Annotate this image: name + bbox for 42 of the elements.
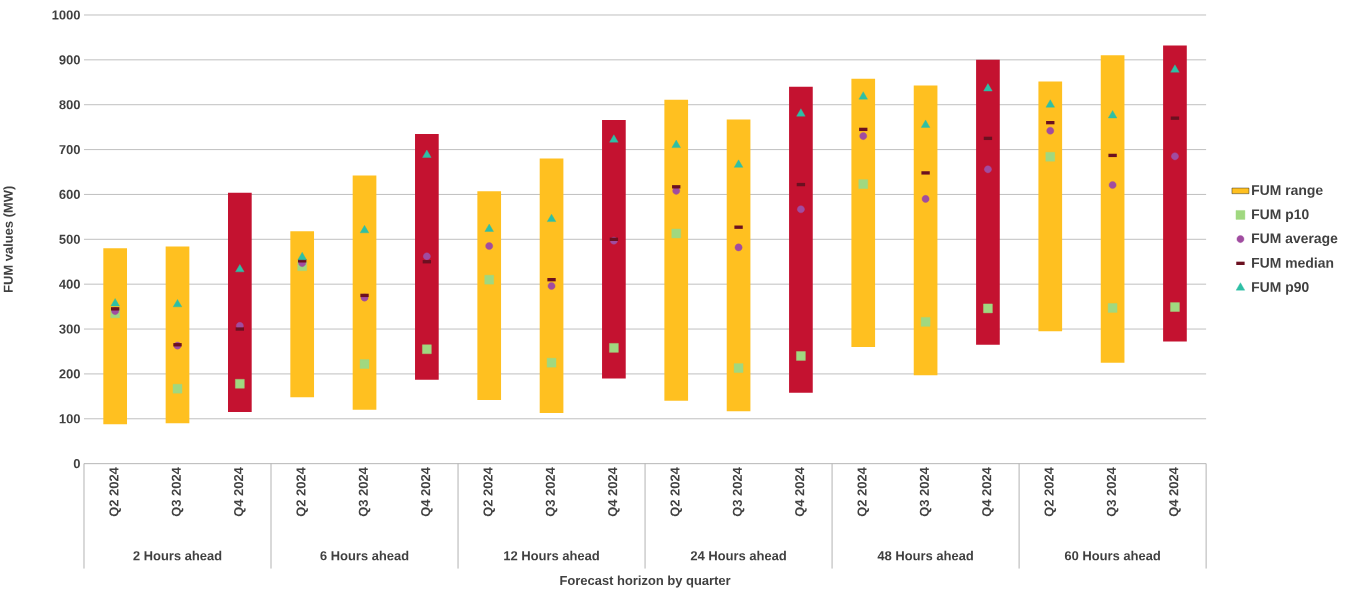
x-tick-label: Q2 2024 — [483, 467, 495, 517]
x-tick-label: Q2 2024 — [857, 467, 870, 517]
y-axis-title: FUM values (MW) — [3, 186, 16, 293]
legend-label: FUM median — [1252, 257, 1334, 269]
x-tick-label: Q4 2024 — [795, 467, 807, 517]
text: 48 Hours ahead — [877, 551, 973, 561]
y-tick-label: 900 — [59, 55, 80, 65]
x-tick-label: Q4 2024 — [608, 467, 620, 517]
text: 12 Hours ahead — [504, 551, 599, 561]
x-axis-title: Forecast horizon by quarter — [560, 575, 731, 588]
y-tick-label: 600 — [59, 190, 80, 200]
y-tick-label: 200 — [59, 369, 80, 379]
x-tick-label: Q4 2024 — [1169, 467, 1181, 517]
y-tick-label: 700 — [59, 145, 80, 155]
y-tick-label: 100 — [59, 414, 80, 424]
y-tick-label: 400 — [59, 279, 80, 289]
x-tick-label: Q4 2024 — [982, 467, 994, 517]
x-tick-label: Q2 2024 — [109, 467, 121, 517]
x-tick-label: Q4 2024 — [421, 467, 433, 517]
legend-label: FUM p90 — [1252, 282, 1309, 295]
x-tick-label: Q3 2024 — [545, 467, 558, 517]
x-tick-label: Q4 2024 — [234, 467, 246, 517]
text: 60 Hours ahead — [1064, 551, 1160, 561]
x-tick-label: Q3 2024 — [171, 467, 184, 517]
x-tick-label: Q3 2024 — [732, 467, 745, 517]
x-tick-label: Q3 2024 — [1106, 467, 1119, 517]
x-tick-label: Q2 2024 — [296, 467, 308, 517]
text: 2 Hours ahead — [133, 551, 222, 561]
y-tick-label: 300 — [59, 324, 80, 334]
x-tick-label: Q2 2024 — [1044, 467, 1057, 517]
text: 24 Hours ahead — [690, 551, 786, 561]
y-tick-label: 0 — [73, 459, 80, 469]
x-tick-label: Q3 2024 — [919, 467, 932, 517]
x-tick-label: Q2 2024 — [670, 467, 683, 517]
text: 6 Hours ahead — [320, 551, 409, 561]
legend-label: FUM range — [1252, 185, 1323, 199]
legend-label: FUM average — [1252, 233, 1338, 247]
y-tick-label: 1000 — [52, 10, 80, 20]
legend-label: FUM p10 — [1252, 209, 1309, 223]
y-tick-label: 800 — [59, 100, 80, 110]
x-tick-label: Q3 2024 — [358, 467, 371, 517]
y-tick-label: 500 — [59, 234, 80, 245]
